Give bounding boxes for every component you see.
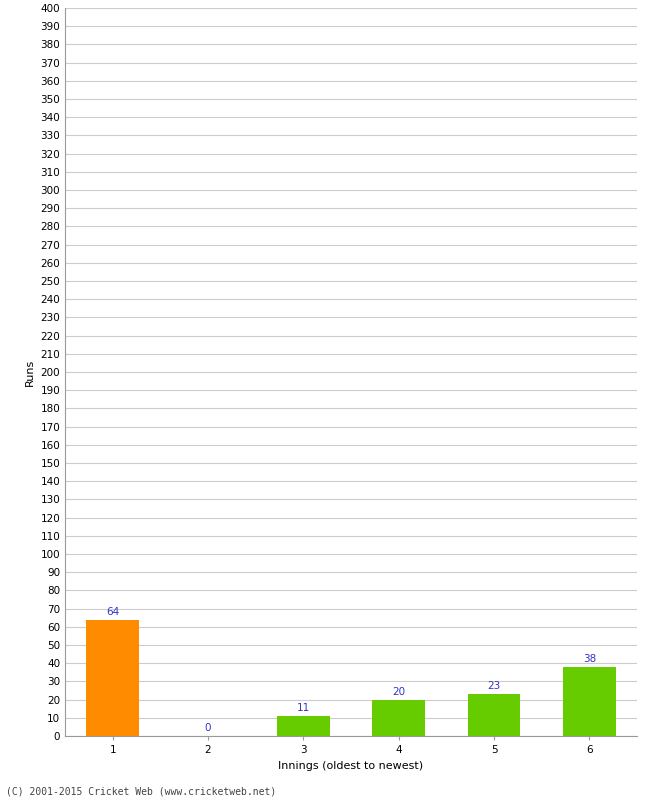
- Text: 23: 23: [488, 682, 500, 691]
- Text: 38: 38: [582, 654, 596, 664]
- Bar: [563, 667, 616, 736]
- Text: 20: 20: [392, 687, 405, 697]
- Bar: [86, 619, 139, 736]
- X-axis label: Innings (oldest to newest): Innings (oldest to newest): [278, 761, 424, 770]
- Text: 64: 64: [106, 606, 120, 617]
- Text: 0: 0: [205, 723, 211, 734]
- Text: 11: 11: [296, 703, 310, 714]
- Bar: [372, 699, 425, 736]
- Bar: [468, 694, 520, 736]
- Y-axis label: Runs: Runs: [25, 358, 35, 386]
- Bar: [277, 716, 330, 736]
- Text: (C) 2001-2015 Cricket Web (www.cricketweb.net): (C) 2001-2015 Cricket Web (www.cricketwe…: [6, 786, 277, 796]
